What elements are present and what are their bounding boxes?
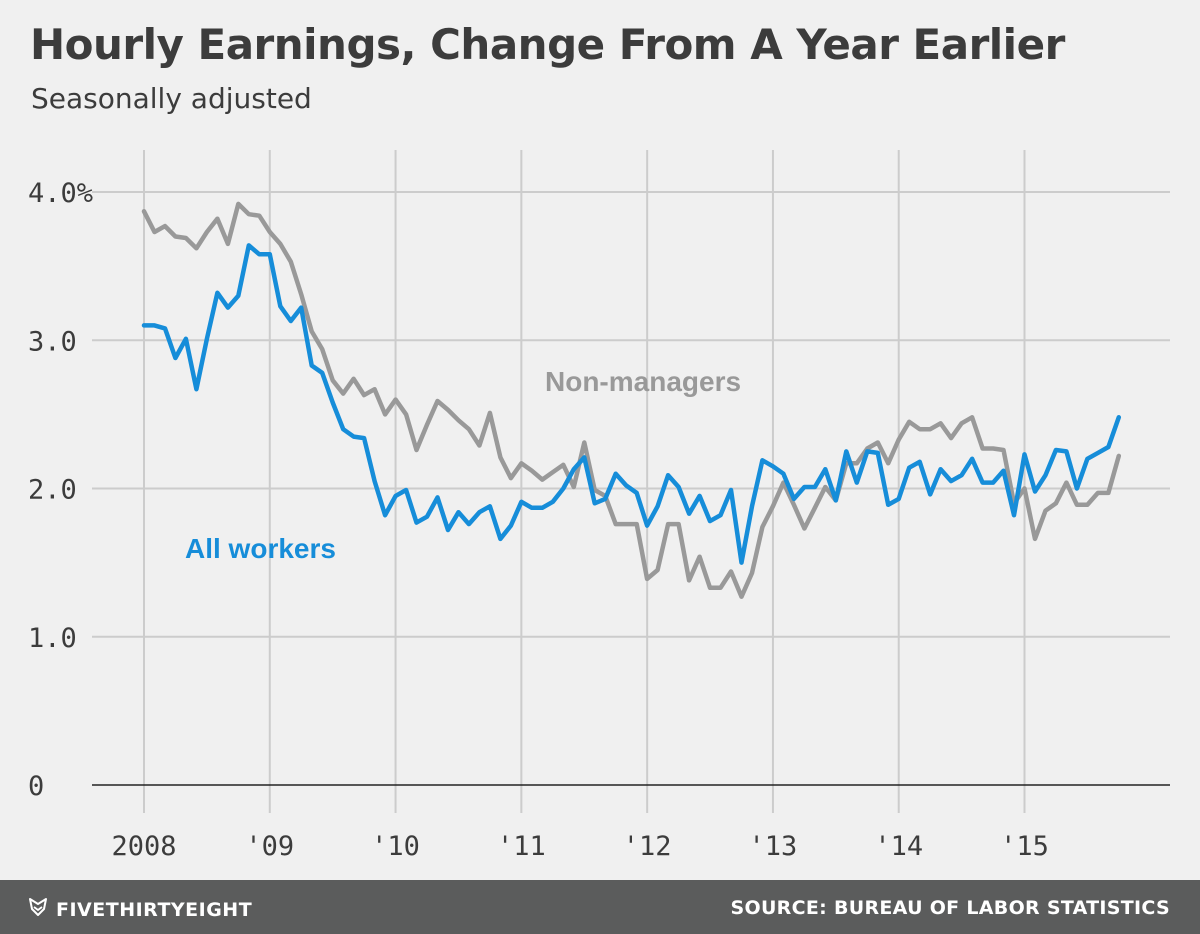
chart-title: Hourly Earnings, Change From A Year Earl…	[30, 20, 1065, 69]
source-note: SOURCE: BUREAU OF LABOR STATISTICS	[730, 897, 1170, 919]
fox-logo-icon	[28, 897, 48, 922]
x-tick-label: '14	[874, 831, 923, 862]
y-tick-label: 4.0%	[28, 178, 93, 209]
y-tick-label: 2.0	[28, 475, 77, 506]
y-tick-label: 0	[28, 771, 44, 802]
x-tick-label: '10	[371, 831, 420, 862]
series-line-all-workers	[141, 243, 1122, 565]
line-chart: 2008'09'10'11'12'13'14'154.0%3.02.01.00 …	[28, 150, 1170, 862]
x-tick-label: '09	[245, 831, 294, 862]
x-tick-label: 2008	[111, 831, 176, 862]
label-layer: All workers Non-managers	[185, 366, 741, 564]
y-tick-label: 3.0	[28, 326, 77, 357]
series-label: Non-managers	[545, 366, 741, 397]
x-tick-label: '13	[749, 831, 798, 862]
brand: FIVETHIRTYEIGHT	[28, 897, 252, 922]
series-layer	[141, 201, 1122, 599]
footer-bar: FIVETHIRTYEIGHT SOURCE: BUREAU OF LABOR …	[0, 880, 1200, 934]
brand-name: FIVETHIRTYEIGHT	[56, 898, 253, 921]
chart-subtitle: Seasonally adjusted	[31, 82, 312, 115]
y-tick-label: 1.0	[28, 623, 77, 654]
series-label: All workers	[185, 533, 336, 564]
series-line-non-managers	[141, 201, 1122, 599]
axis-layer: 2008 '09 '10 '11 '12 '13 '14 '15 4.0% 3.0 2.0 1.0 0	[28, 178, 1049, 862]
x-tick-label: '11	[497, 831, 546, 862]
x-tick-label: '12	[623, 831, 672, 862]
x-tick-label: '15	[1000, 831, 1049, 862]
